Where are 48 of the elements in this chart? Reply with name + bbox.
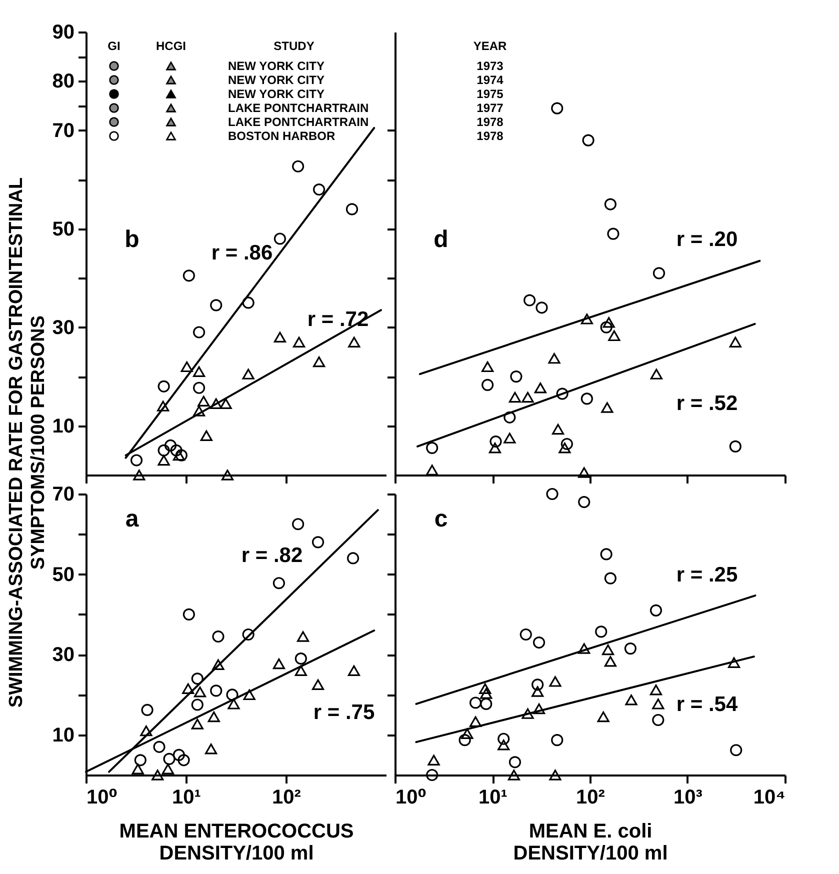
x-tick-label: 10¹	[172, 786, 202, 808]
annotation: r = .54	[676, 692, 738, 716]
y-tick-label: 10	[52, 415, 74, 438]
annotation: 1975	[476, 87, 504, 101]
annotation: 1973	[476, 59, 504, 73]
x-tick-label: 10⁰	[86, 786, 118, 808]
annotation: r = .75	[313, 701, 375, 724]
x-axis-title: MEAN ENTEROCOCCUS DENSITY/100 ml	[119, 820, 354, 864]
x-tick-label: 10⁰	[396, 786, 427, 808]
annotation: BOSTON HARBOR	[228, 129, 336, 143]
y-tick-label: 80	[52, 70, 74, 93]
annotation: 1978	[476, 129, 504, 143]
annotation: NEW YORK CITY	[228, 59, 324, 73]
annotation: 1978	[476, 115, 504, 129]
annotation: b	[124, 226, 140, 254]
annotation: d	[434, 226, 448, 254]
annotation: 1977	[476, 101, 504, 115]
annotation: r = .52	[676, 392, 738, 416]
y-tick-label: 10	[52, 724, 74, 746]
x-tick-label: 10²	[272, 786, 302, 808]
annotation: YEAR	[473, 39, 507, 53]
x-tick-label: 10⁴	[753, 786, 786, 808]
y-tick-label: 70	[52, 120, 74, 142]
annotation: c	[434, 505, 448, 532]
y-tick-label: 50	[52, 218, 74, 240]
y-tick-label: 70	[52, 484, 74, 506]
annotation: GI	[108, 39, 120, 53]
annotation: NEW YORK CITY	[228, 87, 324, 101]
annotation: r = .25	[676, 563, 738, 586]
y-axis-title: SWIMMING-ASSOCIATED RATE FOR GASTROINTESTINAL SYMPTOMS/1000 PERSONS	[6, 176, 49, 708]
y-tick-label: 30	[52, 316, 74, 339]
annotation: HCGI	[156, 39, 186, 53]
x-tick-label: 10¹	[478, 786, 508, 808]
annotation: NEW YORK CITY	[228, 73, 324, 87]
x-tick-label: 10³	[674, 786, 703, 808]
annotation: LAKE PONTCHARTRAIN	[228, 115, 369, 129]
annotation: a	[125, 505, 140, 532]
y-tick-label: 30	[52, 644, 74, 666]
y-tick-label: 50	[52, 564, 74, 586]
annotation: 1974	[476, 73, 504, 87]
annotation: r = .82	[241, 544, 303, 567]
y-tick-label: 90	[52, 22, 74, 44]
x-tick-label: 10²	[576, 786, 606, 808]
annotation: r = .20	[676, 228, 738, 252]
annotation: STUDY	[274, 39, 314, 53]
x-axis-title: MEAN E. coli DENSITY/100 ml	[513, 820, 668, 864]
annotation: LAKE PONTCHARTRAIN	[228, 101, 369, 115]
annotation: r = .86	[211, 242, 273, 264]
